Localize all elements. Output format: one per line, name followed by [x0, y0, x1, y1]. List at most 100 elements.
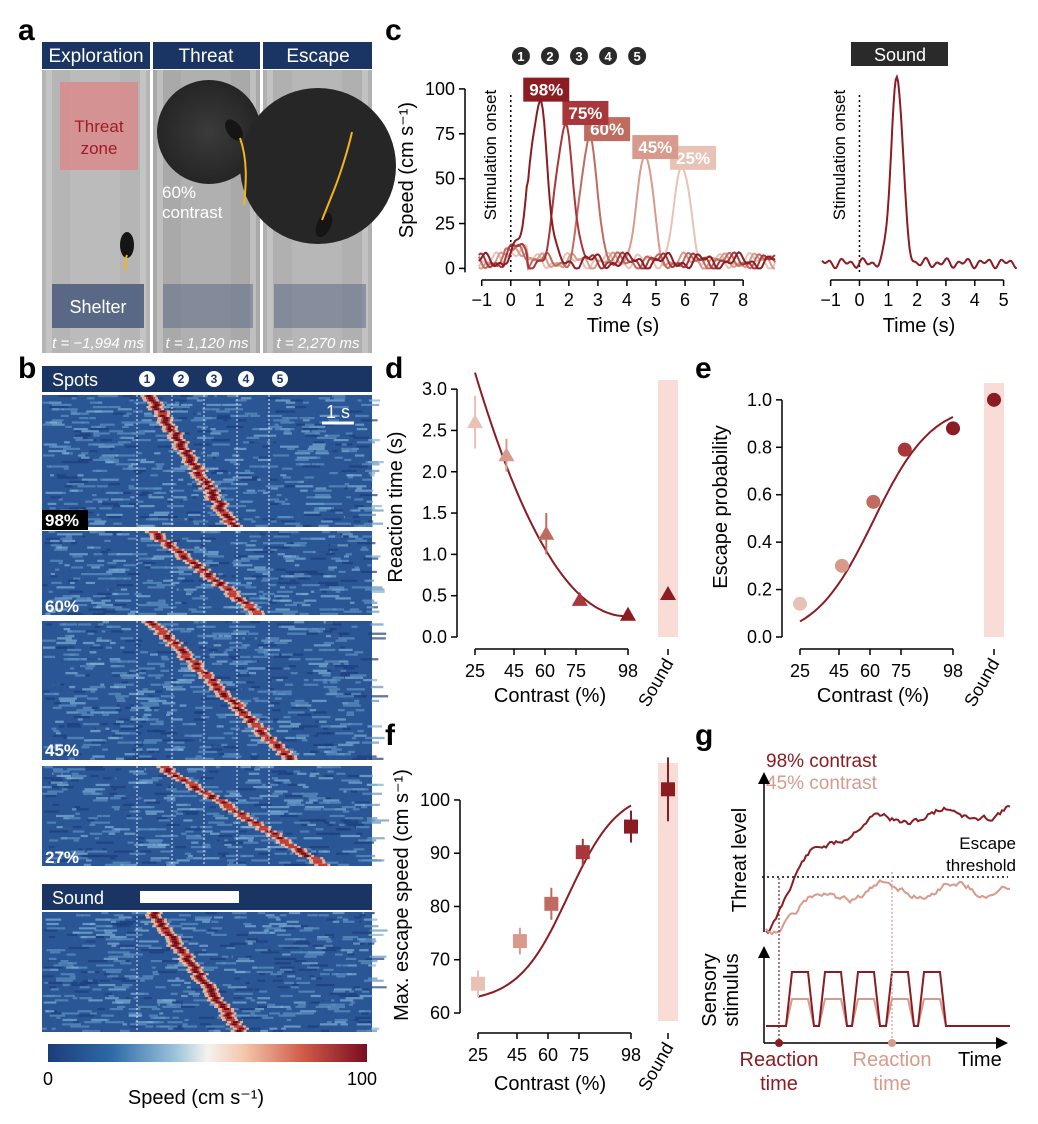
contrast-label: 60% contrast	[162, 183, 223, 222]
spot-marker-5	[272, 371, 288, 387]
c-sound-label: Sound	[874, 45, 926, 65]
c-left-stim-onset: Stimulation onset	[481, 90, 500, 221]
panel-f-ytick-label: 70	[430, 950, 450, 970]
c-series-label: 45%	[638, 138, 672, 157]
panel-f-ytick-label: 60	[430, 1003, 450, 1023]
c-series-label-box	[632, 135, 679, 160]
c-right-series	[821, 73, 1017, 270]
c-spot-marker-3	[570, 47, 589, 65]
c-spot-number-1: 1	[517, 49, 524, 64]
g-time-label: Time	[958, 1049, 1002, 1071]
panel-f-fit-curve	[477, 804, 632, 998]
block-label-27: 27%	[45, 848, 79, 867]
c-left-ytick-label: 100	[425, 79, 455, 99]
trajectory-threat	[239, 137, 247, 206]
panel-d-xtick-label: 60	[535, 661, 555, 681]
g-ylabel-bottom: Sensorystimulus	[699, 953, 743, 1026]
panel-d: Reaction time (s) Contrast (%) 0.0 0.5 1.0…	[385, 372, 678, 710]
spot-markers-b: 1 2 3 4 5	[139, 371, 288, 387]
panel-label-e: e	[695, 352, 712, 385]
panel-e-point	[946, 421, 960, 436]
panel-e-sound-point	[987, 392, 1001, 407]
panel-f-point	[544, 896, 559, 911]
g-reaction-time-45: Reaction time	[853, 1049, 932, 1095]
spot-marker-number-2: 2	[178, 372, 185, 386]
time-escape: t = 2,270 ms	[277, 335, 360, 352]
panel-d-ytick-label: 1.0	[422, 544, 447, 564]
panel-e-ytick-label: 1.0	[747, 390, 772, 410]
c-left-ytick-label: 0	[445, 258, 455, 278]
g-reaction-dot-98	[775, 1039, 783, 1047]
c-left-xtick-label: −1	[471, 290, 492, 310]
g-reaction-dot-45	[888, 1039, 896, 1047]
c-left-xtick-label: 2	[564, 290, 574, 310]
panel-d-point	[498, 447, 515, 462]
colorbar-label: Speed (cm s⁻¹)	[128, 1087, 264, 1109]
c-left-ytick-label: 75	[435, 124, 455, 144]
panel-f-point	[575, 845, 590, 860]
c-series-label-box	[523, 77, 570, 102]
c-spot-marker-2	[540, 47, 559, 65]
g-threshold: Escape threshold	[946, 834, 1016, 875]
c-spot-marker-1	[511, 47, 530, 65]
panel-d-sound-point	[660, 586, 676, 601]
c-left-xtick-label: 5	[651, 290, 661, 310]
spot-marker-number-5: 5	[277, 372, 284, 386]
c-series-label: 75%	[568, 104, 602, 123]
header-escape	[263, 42, 372, 69]
block-label-60: 60%	[45, 597, 79, 616]
panel-f-sound-point	[661, 782, 675, 797]
panel-f-point	[471, 976, 485, 991]
g-top-yaxis-arrow	[758, 772, 770, 784]
d-ylabel: Reaction time (s)	[385, 431, 407, 582]
panel-e-ytick-label: 0.4	[747, 532, 772, 552]
header-escape-text: Escape	[286, 46, 349, 67]
g-ylabel-top: Threat level	[729, 808, 751, 913]
panel-e-xtick-label: 45	[829, 661, 849, 681]
panel-e-ytick-label: 0.6	[747, 485, 772, 505]
c-series-98pct	[478, 99, 776, 270]
c-left-xtick-label: 0	[506, 290, 516, 310]
shelter-threat	[163, 284, 253, 328]
panel-f-xtick-label: 25	[468, 1045, 488, 1065]
scale-bar-label: 1 s	[326, 402, 350, 422]
c-right-xtick-label: 3	[941, 290, 951, 310]
colorbar-min: 0	[43, 1069, 53, 1089]
panel-d-xtick-label: 98	[618, 661, 638, 681]
c-right-xtick-label: 2	[912, 290, 922, 310]
panel-label-f: f	[385, 719, 396, 752]
c-left-xtick-label: 8	[738, 290, 748, 310]
panel-e-point	[897, 442, 912, 457]
panel-e-point	[866, 494, 881, 509]
sound-label: Sound	[52, 888, 104, 908]
c-series-label: 98%	[529, 81, 563, 100]
header-threat-text: Threat	[179, 46, 235, 67]
panel-d-ytick-label: 0.5	[422, 586, 447, 606]
g-time-arrow	[996, 1037, 1008, 1049]
c-left-xtick-label: 4	[622, 290, 632, 310]
spot-marker-number-3: 3	[211, 372, 218, 386]
panel-e-xtick-label: 75	[891, 661, 911, 681]
trajectory-escape	[321, 131, 353, 221]
c-right-xlabel: Time (s)	[883, 315, 956, 337]
panel-f-sound-band	[658, 763, 678, 1021]
panel-d-ytick-label: 2.5	[422, 420, 447, 440]
c-spot-number-4: 4	[604, 49, 612, 64]
shelter	[52, 284, 144, 328]
g-reaction-time-98: Reaction time	[740, 1049, 819, 1095]
shelter-escape	[274, 284, 366, 328]
panel-e-xtick-label: 60	[860, 661, 880, 681]
time-exploration: t = −1,994 ms	[52, 335, 144, 352]
panel-f-ytick-label: 90	[430, 843, 450, 863]
raster-plots	[42, 395, 390, 1032]
panel-f-ytick-label: 80	[430, 896, 450, 916]
c-series-60pct	[477, 135, 777, 272]
spot-marker-1	[139, 371, 155, 387]
c-sound-bar	[851, 42, 948, 66]
panel-e-ytick-label: 0.0	[747, 627, 772, 647]
panel-label-g: g	[695, 719, 713, 752]
panel-d-point	[620, 606, 636, 621]
panel-f-xtick-label: 75	[569, 1045, 589, 1065]
threat-zone-text: Threat zone	[74, 117, 123, 158]
